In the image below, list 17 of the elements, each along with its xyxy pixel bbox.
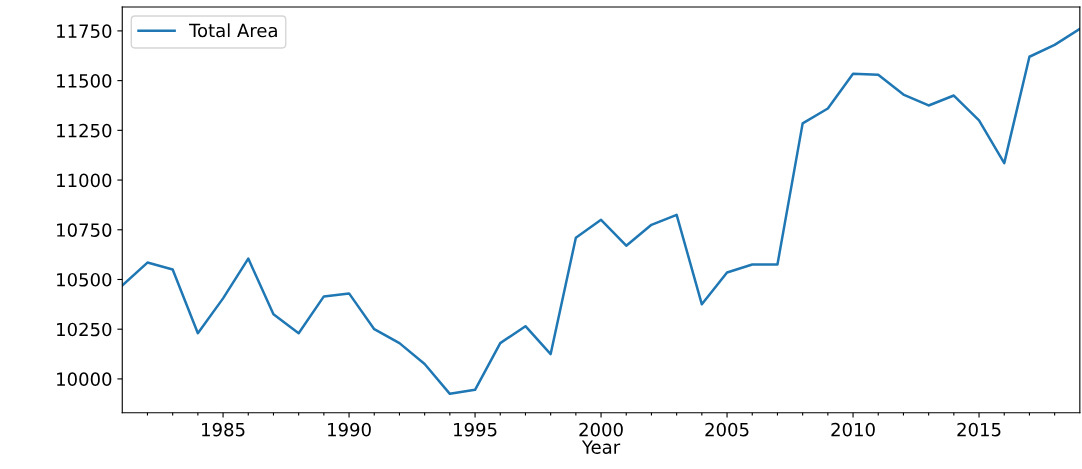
y-tick-label: 10250 <box>57 322 112 337</box>
x-tick-label: 1995 <box>454 422 497 437</box>
x-tick-label: 2005 <box>705 422 749 437</box>
y-tick-label: 10750 <box>57 223 112 237</box>
x-axis-title: Year <box>581 440 621 454</box>
x-tick-label: 2010 <box>831 422 875 437</box>
x-tick-label: 1985 <box>202 422 245 437</box>
y-tick-label: 10500 <box>57 272 112 287</box>
x-tick-label: 2015 <box>957 422 1001 437</box>
y-tick-label: 11500 <box>57 74 112 88</box>
x-tick-label: 1990 <box>328 422 371 437</box>
y-tick-label: 10000 <box>57 372 112 387</box>
x-tick-label: 2000 <box>579 422 623 437</box>
y-tick-label: 11000 <box>57 173 112 188</box>
legend-label: Total Area <box>189 23 277 38</box>
y-tick-label: 11250 <box>57 123 112 138</box>
y-tick-label: 11750 <box>57 24 112 39</box>
